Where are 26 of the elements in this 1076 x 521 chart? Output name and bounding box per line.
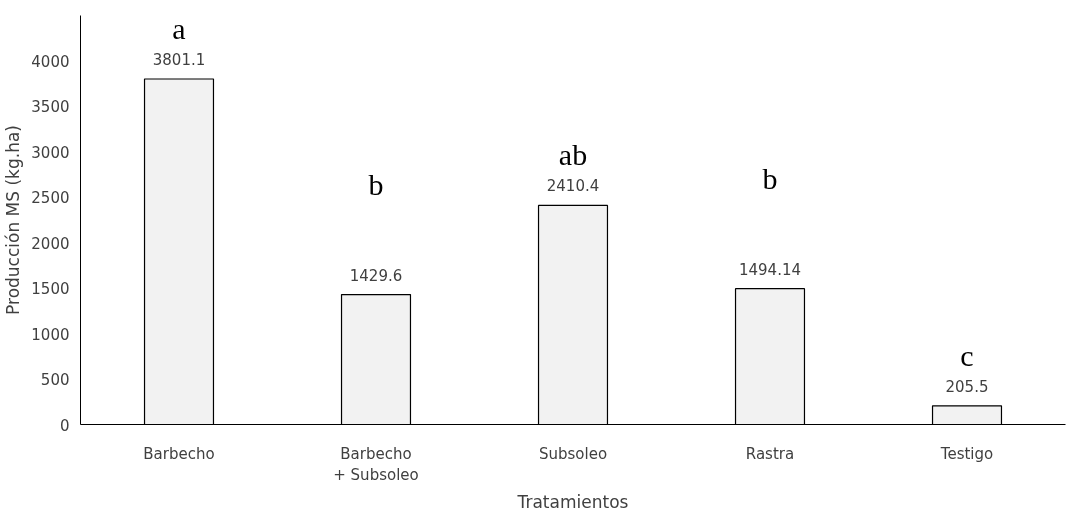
x-tick-label: Testigo <box>939 444 994 463</box>
y-tick-label: 4000 <box>31 52 70 71</box>
x-tick-label: Subsoleo <box>538 444 608 463</box>
y-tick-label: 1000 <box>31 325 70 344</box>
data-label: 205.5 <box>945 377 989 396</box>
annotation: a <box>172 12 186 46</box>
y-axis-title: Producción MS (kg.ha) <box>3 125 24 315</box>
y-tick-label: 2500 <box>31 189 70 208</box>
y-tick-label: 2000 <box>31 234 70 253</box>
x-tick-label: Rastra <box>745 444 795 463</box>
annotation: b <box>368 167 384 201</box>
data-label: 1429.6 <box>349 266 403 285</box>
annotation: b <box>762 161 778 195</box>
y-tick-label: 3500 <box>31 98 70 117</box>
annotation: c <box>960 338 974 372</box>
x-tick-label: Barbecho <box>143 444 215 463</box>
data-label: 1494.14 <box>738 260 802 279</box>
y-tick-label: 3000 <box>31 143 70 162</box>
x-tick-label: Barbecho + Subsoleo <box>333 444 419 485</box>
y-tick-label: 0 <box>59 416 70 435</box>
annotation: ab <box>558 138 588 172</box>
data-label: 3801.1 <box>152 51 206 70</box>
data-label: 2410.4 <box>546 177 600 196</box>
y-tick-label: 1500 <box>31 280 70 299</box>
y-tick-label: 500 <box>40 371 70 390</box>
x-axis-title: Tratamientos <box>516 492 629 513</box>
